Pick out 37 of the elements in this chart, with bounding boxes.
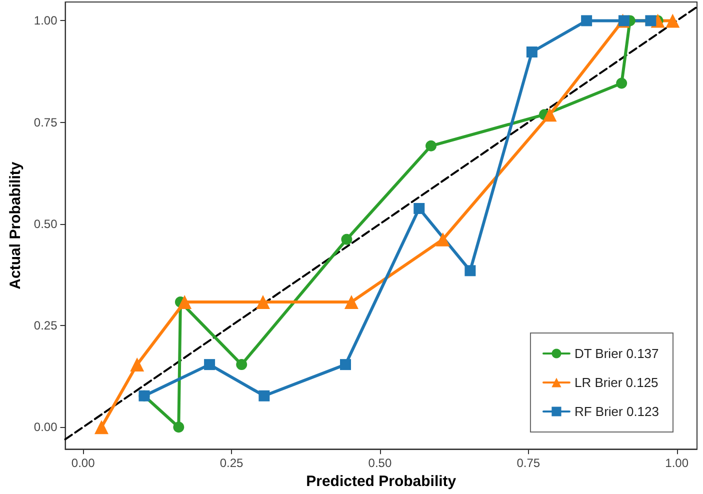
point [130,358,144,372]
legend-label: RF Brier 0.123 [574,404,660,419]
point [618,15,630,26]
point [436,232,450,246]
y-tick-label: 0.25 [34,318,58,333]
point [94,420,108,434]
y-tick-label: 1.00 [34,14,58,28]
point [340,359,352,370]
y-tick-label: 0.00 [34,420,58,434]
y-tick-label: 0.50 [34,216,58,231]
point [341,234,352,245]
point [258,390,270,402]
point [204,359,216,370]
x-tick-label: 0.00 [71,456,96,470]
point [464,265,476,276]
x-tick-label: 0.75 [516,456,540,470]
legend-label: DT Brier 0.137 [574,346,659,361]
y-axis-title: Actual Probability [7,161,24,290]
point [542,108,557,122]
point [178,294,192,309]
point [173,422,184,433]
point [236,359,248,370]
x-tick-label: 0.25 [220,456,244,470]
point [256,294,270,309]
y-tick-label: 0.75 [34,115,58,130]
point [526,46,538,58]
point [581,15,592,26]
x-tick-label: 0.50 [368,456,392,470]
point [616,78,628,89]
point [666,14,680,28]
legend-label: LR Brier 0.125 [574,375,658,390]
point [414,202,425,214]
point [426,140,436,152]
x-tick-label: 1.00 [665,456,689,470]
point [645,15,656,26]
point [344,294,358,309]
x-axis-title: Predicted Probability [306,473,457,490]
